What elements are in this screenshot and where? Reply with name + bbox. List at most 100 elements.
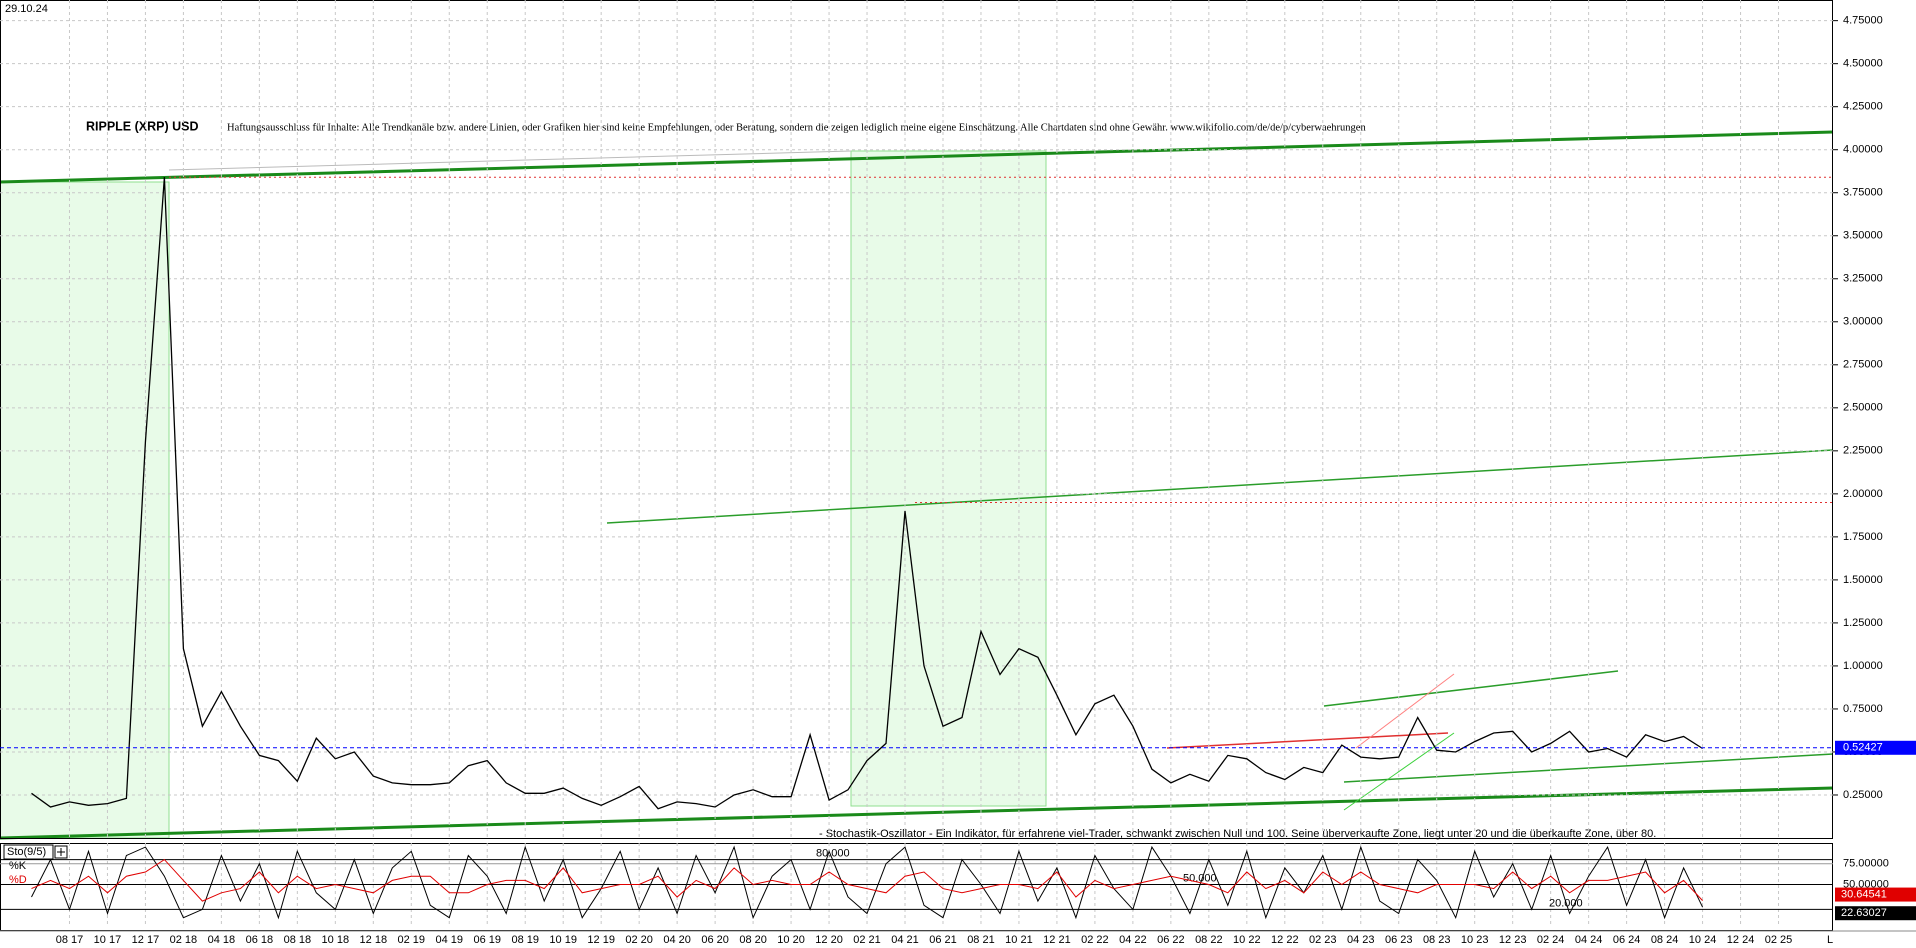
plus-icon [57,848,65,856]
legend-label: %K [9,860,27,872]
y-tick-label: 1.25000 [1843,617,1883,629]
chart-date: 29.10.24 [5,3,48,15]
y-tick-label: 4.50000 [1843,58,1883,70]
x-tick-label: 10 23 [1461,934,1489,946]
value-box [1835,887,1916,902]
trendline [1355,673,1455,749]
x-tick-label: 12 17 [132,934,160,946]
legend-label: %D [9,874,27,886]
x-tick-label: 10 19 [549,934,577,946]
y-tick-label: 4.00000 [1843,144,1883,156]
x-tick-label: 02 22 [1081,934,1109,946]
x-tick-label: 02 20 [625,934,653,946]
highlight-zone [0,181,170,839]
y-tick-label: 3.50000 [1843,230,1883,242]
trendline [1166,732,1449,749]
plot-frame [0,0,1833,839]
current-price-box [1835,740,1916,755]
x-tick-label: 10 20 [777,934,805,946]
trendline [0,786,1834,840]
x-tick-label: 10 17 [94,934,122,946]
price-line [31,177,1703,810]
trendline [1343,732,1455,811]
x-tick-label: 08 21 [967,934,995,946]
x-tick-label: 04 22 [1119,934,1147,946]
x-tick-label: 10 24 [1689,934,1717,946]
x-tick-label: 08 18 [284,934,312,946]
y-tick-label: 3.75000 [1843,187,1883,199]
x-tick-label: 04 24 [1575,934,1603,946]
y-tick-label: 2.25000 [1843,445,1883,457]
y-tick-label: 2.75000 [1843,359,1883,371]
x-tick-label: 10 18 [322,934,350,946]
x-tick-label: 02 23 [1309,934,1337,946]
y-tick-label: 0.25000 [1843,789,1883,801]
oscillator-level-label: 80.000 [816,848,850,860]
y-tick-label: 4.75000 [1843,15,1883,27]
x-tick-label: 04 20 [663,934,691,946]
trendlines [0,130,1834,840]
x-tick-label: 12 18 [360,934,388,946]
corner-label: L [1827,934,1833,946]
disclaimer: Haftungsausschluss für Inhalte: Alle Tre… [227,122,1366,133]
x-tick-label: 12 24 [1727,934,1755,946]
trendline [0,130,1834,184]
x-tick-label: 06 18 [246,934,274,946]
x-tick-label: 06 23 [1385,934,1413,946]
y-tick-label: 75.00000 [1843,858,1889,870]
y-tick-label: 0.75000 [1843,703,1883,715]
x-tick-label: 04 19 [435,934,463,946]
x-tick-label: 04 18 [208,934,236,946]
x-tick-label: 06 20 [701,934,729,946]
x-tick-label: 02 25 [1765,934,1793,946]
trendline [606,449,1834,524]
y-tick-label: 1.00000 [1843,660,1883,672]
chart-title: RIPPLE (XRP) USD [86,119,199,133]
y-tick-label: 1.50000 [1843,574,1883,586]
trendline [168,150,852,171]
x-tick-label: 12 20 [815,934,843,946]
value-label: 30.64541 [1841,888,1887,900]
y-tick-label: 2.00000 [1843,488,1883,500]
oscillator-line [31,845,1704,920]
x-tick-label: 10 22 [1233,934,1261,946]
x-tick-label: 08 17 [56,934,84,946]
x-tick-label: 06 21 [929,934,957,946]
x-tick-label: 02 24 [1537,934,1565,946]
x-tick-label: 12 22 [1271,934,1299,946]
x-tick-label: 06 19 [473,934,501,946]
y-tick-label: 2.50000 [1843,402,1883,414]
oscillator-level-label: 50.000 [1183,872,1217,884]
x-tick-label: 06 22 [1157,934,1185,946]
x-tick-label: 02 18 [170,934,198,946]
x-tick-label: 08 22 [1195,934,1223,946]
x-tick-label: 12 21 [1043,934,1071,946]
y-tick-label: 4.25000 [1843,101,1883,113]
oscillator-note: - Stochastik-Oszillator - Ein Indikator,… [819,828,1656,840]
indicator-title: Sto(9/5) [7,846,46,858]
x-tick-label: 02 19 [398,934,426,946]
value-box [1835,906,1916,921]
y-tick-label: 3.25000 [1843,273,1883,285]
oscillator-line [31,858,1703,902]
trendline [1323,670,1619,707]
current-price-label: 0.52427 [1843,742,1883,754]
x-tick-label: 10 21 [1005,934,1033,946]
x-tick-label: 02 21 [853,934,881,946]
x-tick-label: 12 19 [587,934,615,946]
y-tick-label: 50.00000 [1843,878,1889,890]
y-tick-label: 3.00000 [1843,316,1883,328]
x-tick-label: 08 23 [1423,934,1451,946]
x-tick-label: 06 24 [1613,934,1641,946]
y-tick-label: 1.75000 [1843,531,1883,543]
x-tick-label: 08 19 [511,934,539,946]
highlight-zone [850,150,1047,807]
x-tick-label: 04 23 [1347,934,1375,946]
x-tick-label: 08 20 [739,934,767,946]
indicator-tag [3,844,54,860]
x-tick-label: 04 21 [891,934,919,946]
x-tick-label: 08 24 [1651,934,1679,946]
x-tick-label: 12 23 [1499,934,1527,946]
value-label: 22.63027 [1841,907,1887,919]
